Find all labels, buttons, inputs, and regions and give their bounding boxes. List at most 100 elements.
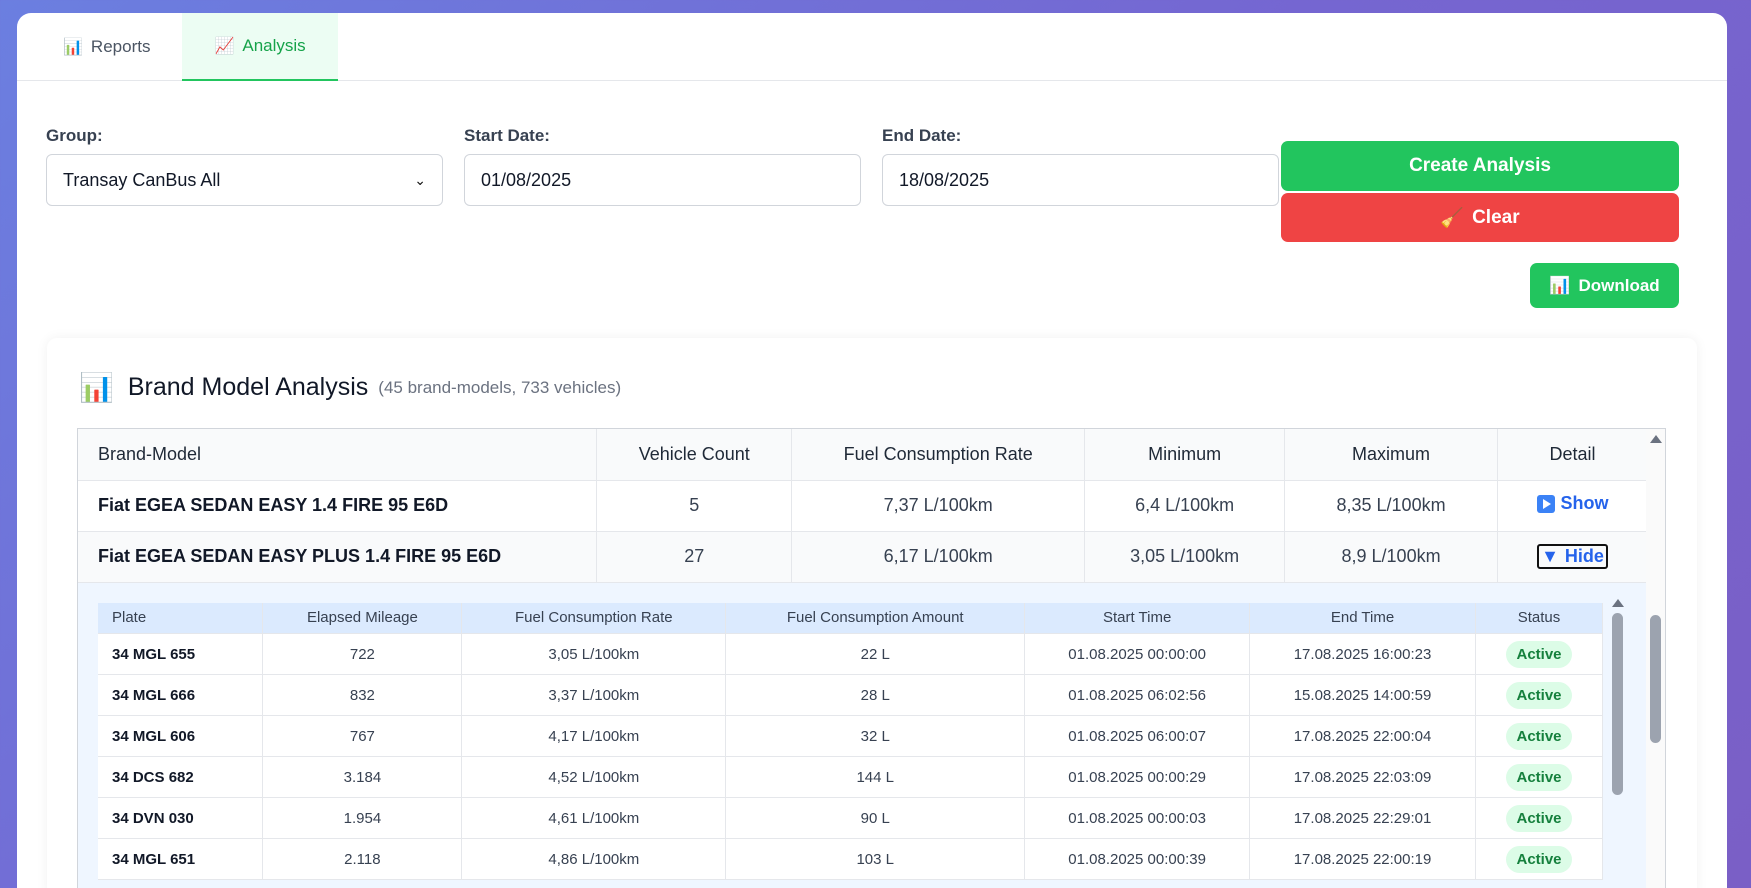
start-date-input[interactable]: 01/08/2025	[464, 154, 861, 206]
tab-analysis-label: Analysis	[242, 36, 306, 55]
clear-button[interactable]: 🧹 Clear	[1281, 193, 1679, 242]
vehicle-row: 34 DCS 682 3.184 4,52 L/100km 144 L 01.0…	[98, 756, 1603, 798]
end-date-label: End Date:	[882, 126, 962, 145]
cell-mileage: 722	[262, 633, 463, 675]
tab-reports-label: Reports	[90, 37, 151, 56]
vehicle-row: 34 MGL 666 832 3,37 L/100km 28 L 01.08.2…	[98, 674, 1603, 716]
vehicle-row: 34 MGL 606 767 4,17 L/100km 32 L 01.08.2…	[98, 715, 1603, 757]
cell-amount: 90 L	[725, 797, 1026, 839]
panel-title: Brand Model Analysis	[127, 373, 369, 401]
vehicle-table: Plate Elapsed Mileage Fuel Consumption R…	[98, 602, 1603, 880]
download-button[interactable]: 📊 Download	[1530, 263, 1679, 308]
cell-start: 01.08.2025 06:00:07	[1024, 715, 1251, 757]
cell-count: 5	[596, 480, 793, 532]
scrollbar-thumb[interactable]	[1650, 615, 1661, 743]
tab-bar: 📊 Reports 📈 Analysis	[17, 13, 1727, 81]
bar-chart-icon: 📊	[1549, 275, 1571, 295]
triangle-down-icon: ▼	[1541, 546, 1559, 566]
cell-mileage: 832	[262, 674, 463, 716]
cell-mileage: 767	[262, 715, 463, 757]
show-button[interactable]: Show	[1536, 493, 1609, 514]
status-badge: Active	[1506, 845, 1572, 873]
header-start-time: Start Time	[1024, 602, 1251, 634]
chevron-down-icon: ⌄	[414, 171, 426, 188]
cell-end: 17.08.2025 22:00:04	[1249, 715, 1476, 757]
cell-status: Active	[1475, 797, 1603, 839]
cell-amount: 144 L	[725, 756, 1026, 798]
cell-amount: 22 L	[725, 633, 1026, 675]
vehicle-table-scrollbar[interactable]	[1610, 598, 1626, 888]
table-row: Fiat EGEA SEDAN EASY 1.4 FIRE 95 E6D 5 7…	[78, 480, 1648, 532]
status-badge: Active	[1506, 640, 1572, 668]
cell-rate: 6,17 L/100km	[791, 531, 1086, 583]
header-detail: Detail	[1497, 429, 1648, 481]
header-fuel-amount: Fuel Consumption Amount	[725, 602, 1026, 634]
cell-mileage: 1.954	[262, 797, 463, 839]
cell-end: 17.08.2025 22:29:01	[1249, 797, 1476, 839]
status-badge: Active	[1506, 681, 1572, 709]
table-row: Fiat EGEA SEDAN EASY PLUS 1.4 FIRE 95 E6…	[78, 531, 1648, 583]
header-plate: Plate	[98, 602, 264, 634]
cell-amount: 32 L	[725, 715, 1026, 757]
vehicle-row: 34 MGL 651 2.118 4,86 L/100km 103 L 01.0…	[98, 838, 1603, 880]
group-label: Group:	[46, 126, 103, 145]
cell-min: 3,05 L/100km	[1084, 531, 1286, 583]
create-analysis-label: Create Analysis	[1409, 155, 1551, 176]
cell-detail: ▼ Hide	[1497, 531, 1648, 583]
cell-detail: Show	[1497, 480, 1648, 532]
cell-rate: 4,61 L/100km	[461, 797, 727, 839]
end-date-field: End Date: 18/08/2025	[882, 126, 1279, 206]
panel-subtitle: (45 brand-models, 733 vehicles)	[378, 377, 622, 397]
header-status: Status	[1475, 602, 1603, 634]
end-date-value: 18/08/2025	[899, 169, 990, 190]
cell-plate: 34 MGL 655	[98, 633, 264, 675]
cell-max: 8,35 L/100km	[1284, 480, 1499, 532]
analysis-panel: 📊 Brand Model Analysis (45 brand-models,…	[47, 338, 1697, 888]
bar-chart-icon: 📊	[63, 39, 83, 56]
cell-mileage: 2.118	[262, 838, 463, 880]
brand-model-table-container[interactable]: Brand-Model Vehicle Count Fuel Consumpti…	[77, 428, 1666, 888]
detail-row: Plate Elapsed Mileage Fuel Consumption R…	[78, 582, 1648, 888]
scroll-up-icon[interactable]	[1611, 598, 1624, 607]
group-select-value: Transay CanBus All	[63, 169, 221, 190]
brand-model-table-scrollbar[interactable]	[1646, 429, 1665, 888]
brand-model-table: Brand-Model Vehicle Count Fuel Consumpti…	[78, 429, 1648, 888]
cell-model: Fiat EGEA SEDAN EASY 1.4 FIRE 95 E6D	[78, 480, 598, 532]
cell-start: 01.08.2025 00:00:00	[1024, 633, 1251, 675]
scroll-up-icon[interactable]	[1650, 435, 1662, 443]
cell-start: 01.08.2025 00:00:39	[1024, 838, 1251, 880]
create-analysis-button[interactable]: Create Analysis	[1281, 141, 1679, 191]
cell-amount: 28 L	[725, 674, 1026, 716]
cell-min: 6,4 L/100km	[1084, 480, 1286, 532]
play-icon	[1536, 494, 1555, 513]
hide-button[interactable]: ▼ Hide	[1537, 544, 1608, 569]
vehicle-detail-container[interactable]: Plate Elapsed Mileage Fuel Consumption R…	[78, 582, 1648, 888]
broom-icon: 🧹	[1440, 207, 1465, 229]
tab-analysis[interactable]: 📈 Analysis	[182, 13, 338, 81]
cell-rate: 3,05 L/100km	[461, 633, 727, 675]
cell-amount: 103 L	[725, 838, 1026, 880]
scrollbar-thumb[interactable]	[1611, 612, 1623, 795]
cell-plate: 34 MGL 606	[98, 715, 264, 757]
cell-count: 27	[596, 531, 793, 583]
vehicle-row: 34 DVN 030 1.954 4,61 L/100km 90 L 01.08…	[98, 797, 1603, 839]
group-field: Group: Transay CanBus All ⌄	[46, 126, 443, 206]
show-label: Show	[1560, 493, 1609, 514]
line-chart-icon: 📈	[214, 38, 235, 55]
cell-end: 15.08.2025 14:00:59	[1249, 674, 1476, 716]
end-date-input[interactable]: 18/08/2025	[882, 154, 1279, 206]
header-fuel-rate: Fuel Consumption Rate	[461, 602, 727, 634]
status-badge: Active	[1506, 804, 1572, 832]
cell-model: Fiat EGEA SEDAN EASY PLUS 1.4 FIRE 95 E6…	[78, 531, 598, 583]
start-date-value: 01/08/2025	[481, 169, 572, 190]
cell-max: 8,9 L/100km	[1284, 531, 1499, 583]
header-fuel-rate: Fuel Consumption Rate	[791, 429, 1086, 481]
hide-label: Hide	[1564, 546, 1604, 566]
cell-status: Active	[1475, 756, 1603, 798]
cell-end: 17.08.2025 16:00:23	[1249, 633, 1476, 675]
group-select[interactable]: Transay CanBus All ⌄	[46, 154, 443, 206]
tab-reports[interactable]: 📊 Reports	[31, 13, 182, 81]
cell-start: 01.08.2025 06:02:56	[1024, 674, 1251, 716]
cell-end: 17.08.2025 22:00:19	[1249, 838, 1476, 880]
status-badge: Active	[1506, 722, 1572, 750]
